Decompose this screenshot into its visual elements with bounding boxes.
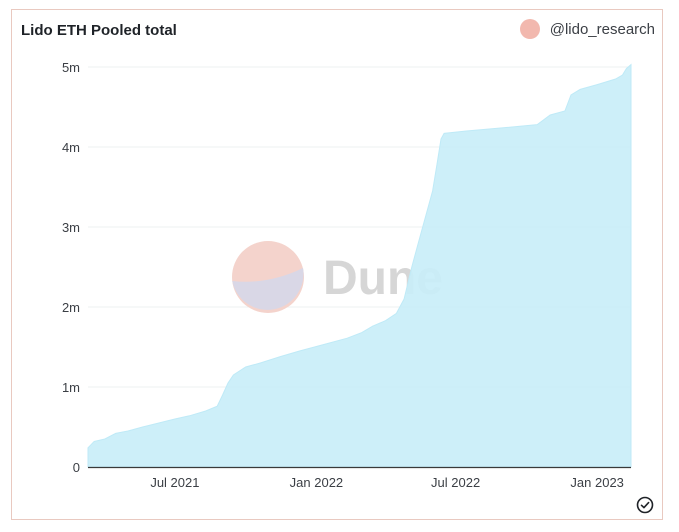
x-tick-label: Jul 2021 — [150, 475, 199, 490]
avatar-icon — [519, 19, 540, 39]
series-area — [87, 63, 632, 468]
x-axis: Jul 2021 Jan 2022 Jul 2022 Jan 2023 — [88, 466, 631, 490]
y-tick-label: 0 — [73, 460, 80, 475]
x-tick-label: Jan 2022 — [290, 475, 344, 490]
author-attribution[interactable]: @lido_research — [519, 19, 655, 39]
y-tick-label: 5m — [62, 60, 80, 75]
check-circle-icon[interactable] — [636, 496, 654, 514]
y-tick-label: 1m — [62, 380, 80, 395]
x-tick-label: Jan 2023 — [570, 475, 624, 490]
x-tick-label: Jul 2022 — [431, 475, 480, 490]
dune-logo-icon — [232, 241, 304, 313]
y-tick-label: 4m — [62, 140, 80, 155]
y-tick-label: 3m — [62, 220, 80, 235]
y-axis: 0 1m 2m 3m 4m 5m — [62, 60, 80, 475]
area-series — [87, 63, 632, 468]
author-handle[interactable]: @lido_research — [549, 20, 655, 38]
chart-title: Lido ETH Pooled total — [21, 22, 177, 39]
y-tick-label: 2m — [62, 300, 80, 315]
